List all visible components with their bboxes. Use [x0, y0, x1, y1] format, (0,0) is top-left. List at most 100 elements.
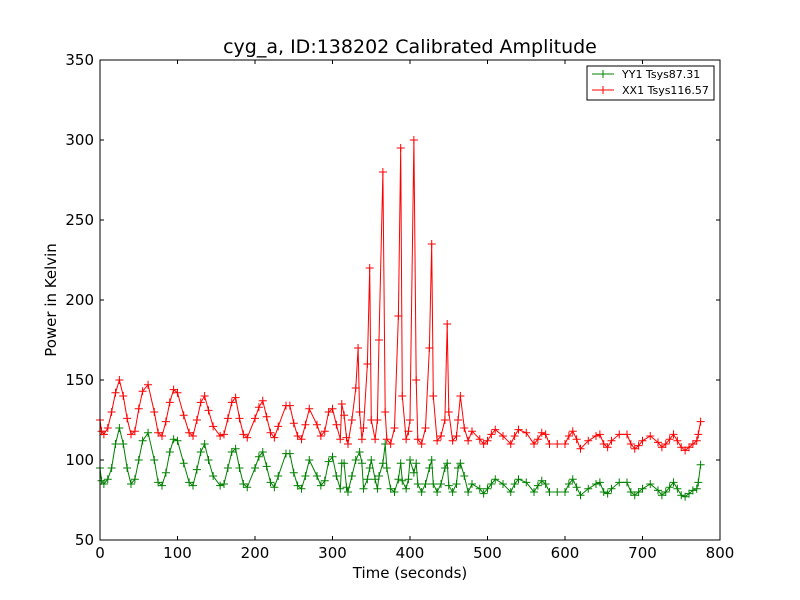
data-point	[421, 424, 430, 432]
data-point	[274, 422, 283, 431]
data-point	[638, 484, 647, 493]
data-point	[103, 424, 112, 432]
data-point	[355, 448, 364, 456]
data-point	[406, 416, 414, 424]
data-point	[235, 414, 244, 423]
data-point	[216, 432, 225, 440]
data-point	[130, 475, 139, 484]
data-point	[396, 144, 405, 152]
data-point	[239, 430, 248, 439]
data-point	[316, 432, 325, 440]
data-point	[440, 464, 449, 472]
data-point	[452, 480, 461, 488]
data-point	[510, 480, 519, 488]
data-point	[483, 484, 492, 493]
data-point	[347, 416, 356, 424]
data-point	[293, 432, 302, 440]
data-point	[661, 440, 670, 448]
legend-entry-yy1: YY1 Tsys87.31	[592, 68, 700, 81]
data-point	[258, 396, 267, 405]
data-point	[506, 440, 515, 448]
series-line	[99, 139, 702, 452]
data-point	[185, 478, 194, 487]
data-point	[696, 460, 705, 469]
data-point	[305, 456, 314, 464]
data-point	[394, 312, 403, 320]
series-xx1	[96, 136, 705, 455]
data-point	[564, 432, 573, 440]
data-point	[634, 488, 643, 496]
data-point	[324, 457, 333, 466]
data-point	[289, 468, 298, 477]
data-point	[103, 475, 112, 484]
data-point	[404, 427, 413, 436]
data-point	[402, 484, 411, 493]
data-point	[239, 480, 248, 488]
x-tick-label: 0	[95, 544, 105, 562]
ticks-layer: 0 100 200 300 400 500 600 700 800 50 100 150 200 250 3…	[65, 51, 734, 562]
data-point	[274, 472, 283, 480]
data-point	[359, 424, 368, 432]
data-point	[185, 428, 194, 437]
data-point	[301, 472, 310, 480]
data-point	[615, 430, 624, 439]
data-point	[568, 475, 577, 484]
data-point	[332, 420, 341, 429]
data-point	[332, 472, 341, 480]
data-point	[487, 430, 496, 439]
x-tick-label: 700	[628, 544, 657, 562]
data-point	[354, 344, 363, 352]
data-point	[336, 435, 345, 444]
data-point	[209, 422, 218, 431]
data-point	[196, 398, 205, 407]
data-point	[150, 408, 159, 416]
data-point	[161, 417, 170, 426]
data-point	[293, 481, 302, 490]
data-point	[398, 476, 407, 485]
data-point	[266, 478, 275, 487]
data-point	[595, 430, 604, 439]
data-point	[390, 488, 399, 496]
data-point	[123, 464, 132, 472]
data-point	[115, 376, 124, 384]
data-point	[144, 428, 153, 437]
data-point	[394, 475, 403, 484]
data-point	[200, 392, 209, 400]
data-point	[440, 416, 449, 424]
data-point	[694, 430, 703, 439]
x-tick-label: 100	[163, 544, 192, 562]
data-point	[134, 456, 143, 464]
data-point	[475, 435, 484, 444]
data-point	[363, 360, 372, 368]
data-point	[189, 481, 197, 490]
data-point	[584, 436, 593, 445]
data-point	[115, 424, 124, 432]
data-point	[173, 388, 182, 397]
data-point	[111, 388, 120, 397]
data-point	[688, 486, 697, 495]
data-point	[545, 488, 554, 496]
data-point	[576, 491, 585, 500]
data-point	[448, 436, 457, 445]
data-point	[359, 484, 368, 493]
chart-title: cyg_a, ID:138202 Calibrated Amplitude	[223, 36, 597, 58]
data-point	[576, 444, 585, 453]
data-point	[506, 488, 515, 496]
data-point	[375, 336, 383, 344]
data-point	[479, 489, 488, 498]
x-axis-label: Time (seconds)	[352, 564, 468, 582]
data-point	[169, 385, 178, 394]
data-point	[378, 459, 387, 468]
data-point	[584, 484, 593, 493]
data-point	[169, 435, 178, 444]
series-layer	[96, 136, 705, 501]
legend-label-yy1: YY1 Tsys87.31	[621, 68, 700, 81]
data-point	[443, 320, 452, 328]
data-point	[254, 403, 263, 412]
x-tick-label: 800	[706, 544, 735, 562]
data-point	[665, 483, 674, 492]
data-point	[223, 464, 232, 472]
data-point	[657, 491, 666, 500]
data-point	[365, 264, 374, 272]
